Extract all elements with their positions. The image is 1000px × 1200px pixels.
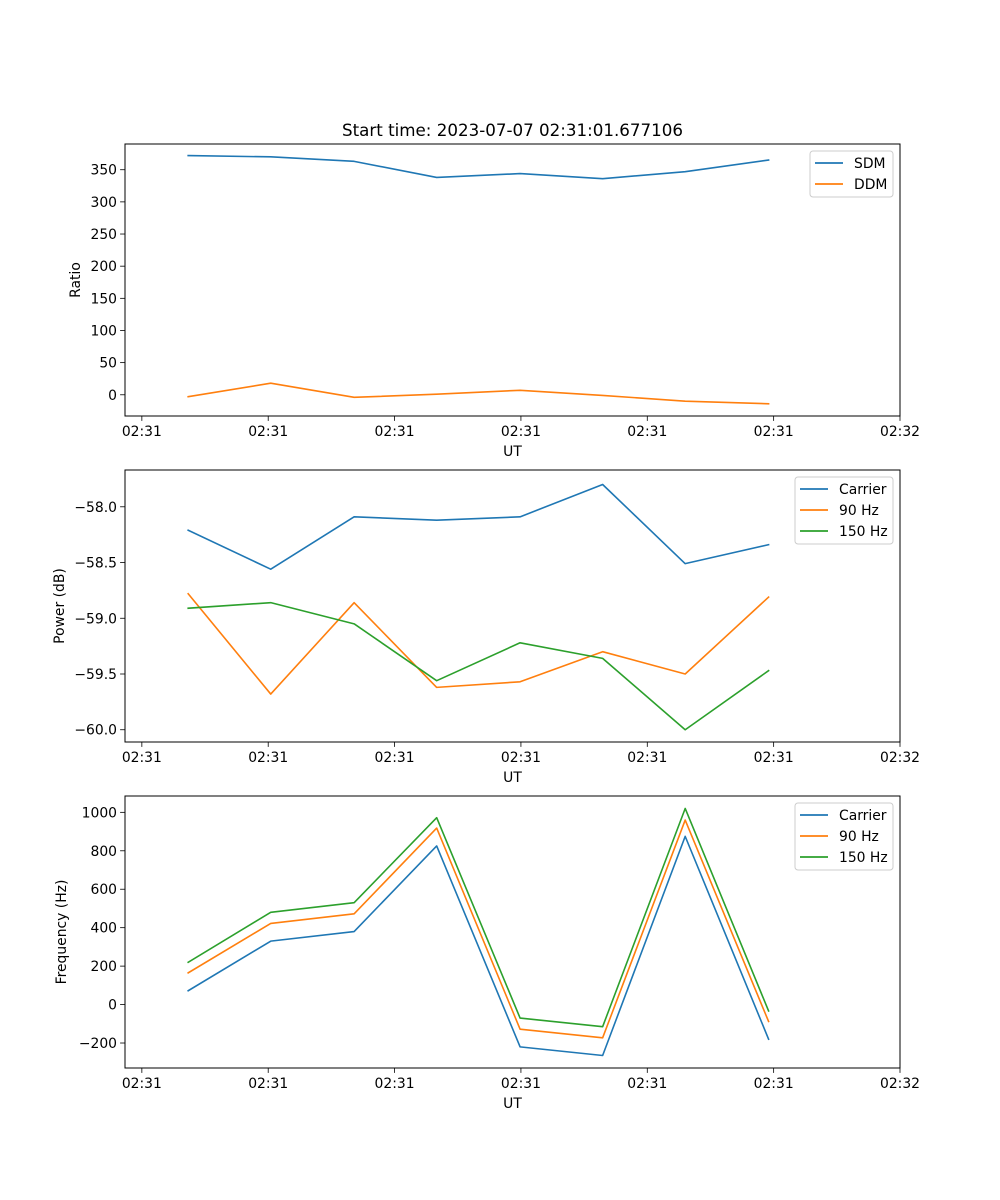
y-tick-label: −60.0	[74, 723, 117, 739]
y-tick-label: 50	[99, 356, 117, 372]
legend-label-150hz: 150 Hz	[839, 850, 888, 866]
series-line-150hz	[187, 807, 770, 1028]
chart-title: Start time: 2023-07-07 02:31:01.677106	[342, 120, 683, 140]
y-tick-label: 350	[90, 163, 117, 179]
power-legend-box	[794, 476, 894, 545]
ratio-panel: 02:31 02:31 02:31 02:31 02:31 02:31 02:32 0 50 1…	[68, 120, 920, 460]
frequency-legend: Carrier 90 Hz 150 Hz	[794, 802, 894, 871]
x-tick-label: 02:31	[627, 424, 667, 440]
ratio-legend: SDM DDM	[809, 150, 894, 198]
x-tick-label: 02:31	[248, 424, 288, 440]
y-tick-label: 0	[108, 388, 117, 404]
x-tick-label: 02:32	[880, 750, 920, 766]
x-tick-label: 02:32	[880, 424, 920, 440]
series-line-ddm	[187, 382, 770, 405]
x-tick-label: 02:32	[880, 1076, 920, 1092]
y-tick-label: 600	[90, 882, 117, 898]
x-tick-label: 02:31	[754, 1076, 794, 1092]
power-y-ticks: −60.0 −59.5 −59.0 −58.5 −58.0	[74, 500, 125, 739]
legend-label-150hz: 150 Hz	[839, 524, 888, 540]
y-tick-label: 0	[108, 998, 117, 1014]
y-tick-label: 800	[90, 844, 117, 860]
frequency-legend-box	[794, 802, 894, 871]
y-tick-label: −59.5	[74, 667, 117, 683]
series-line-carrier	[187, 483, 770, 571]
series-line-90hz	[187, 592, 770, 695]
x-tick-label: 02:31	[627, 750, 667, 766]
frequency-y-ticks: −200 0 200 400 600 800 1000	[79, 805, 125, 1052]
legend-label-sdm: SDM	[854, 156, 886, 172]
ratio-plot-frame	[124, 143, 901, 417]
y-tick-label: 150	[90, 291, 117, 307]
y-tick-label: 250	[90, 227, 117, 243]
ratio-y-axis-label: Ratio	[68, 262, 84, 298]
legend-label-90hz: 90 Hz	[839, 503, 879, 519]
legend-label-90hz: 90 Hz	[839, 829, 879, 845]
y-tick-label: 200	[90, 259, 117, 275]
power-x-ticks: 02:31 02:31 02:31 02:31 02:31 02:31 02:32	[122, 742, 920, 766]
ratio-y-ticks: 0 50 100 150 200 250 300 350	[90, 163, 125, 404]
legend-label-carrier: Carrier	[839, 808, 887, 824]
power-x-axis-label: UT	[503, 770, 522, 786]
y-tick-label: 100	[90, 323, 117, 339]
frequency-panel: 02:31 02:31 02:31 02:31 02:31 02:31 02:32 −200…	[54, 795, 920, 1112]
x-tick-label: 02:31	[375, 750, 415, 766]
legend-label-ddm: DDM	[854, 177, 887, 193]
x-tick-label: 02:31	[122, 424, 162, 440]
x-tick-label: 02:31	[248, 1076, 288, 1092]
y-tick-label: −58.5	[74, 556, 117, 572]
y-tick-label: 300	[90, 195, 117, 211]
y-tick-label: −59.0	[74, 611, 117, 627]
series-line-carrier	[187, 835, 770, 1057]
ratio-lines	[187, 154, 770, 405]
x-tick-label: 02:31	[627, 1076, 667, 1092]
series-line-90hz	[187, 819, 770, 1039]
power-legend: Carrier 90 Hz 150 Hz	[794, 476, 894, 545]
x-tick-label: 02:31	[501, 424, 541, 440]
power-lines	[187, 483, 770, 731]
frequency-y-axis-label: Frequency (Hz)	[54, 880, 70, 985]
series-line-sdm	[187, 154, 770, 180]
x-tick-label: 02:31	[501, 1076, 541, 1092]
frequency-plot-area	[125, 796, 900, 1068]
power-y-axis-label: Power (dB)	[52, 568, 68, 644]
x-tick-label: 02:31	[122, 1076, 162, 1092]
power-panel: 02:31 02:31 02:31 02:31 02:31 02:31 02:32 −60.…	[52, 469, 920, 786]
frequency-x-ticks: 02:31 02:31 02:31 02:31 02:31 02:31 02:32	[122, 1068, 920, 1092]
x-tick-label: 02:31	[501, 750, 541, 766]
frequency-lines	[187, 807, 770, 1057]
series-line-150hz	[187, 601, 770, 731]
x-tick-label: 02:31	[375, 424, 415, 440]
x-tick-label: 02:31	[122, 750, 162, 766]
frequency-plot-frame	[124, 795, 901, 1069]
y-tick-label: 1000	[82, 805, 117, 821]
frequency-x-axis-label: UT	[503, 1096, 522, 1112]
power-plot-area	[125, 470, 900, 742]
y-tick-label: −200	[79, 1036, 117, 1052]
y-tick-label: 400	[90, 921, 117, 937]
x-tick-label: 02:31	[375, 1076, 415, 1092]
ratio-x-ticks: 02:31 02:31 02:31 02:31 02:31 02:31 02:32	[122, 416, 920, 440]
y-tick-label: −58.0	[74, 500, 117, 516]
ratio-plot-area	[125, 144, 900, 416]
y-tick-label: 200	[90, 959, 117, 975]
x-tick-label: 02:31	[754, 424, 794, 440]
ratio-x-axis-label: UT	[503, 444, 522, 460]
x-tick-label: 02:31	[248, 750, 288, 766]
power-plot-frame	[124, 469, 901, 743]
x-tick-label: 02:31	[754, 750, 794, 766]
legend-label-carrier: Carrier	[839, 482, 887, 498]
